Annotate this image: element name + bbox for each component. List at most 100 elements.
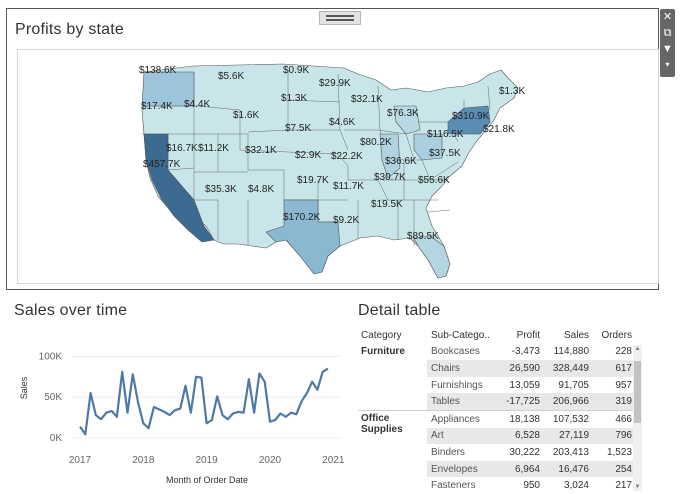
- table-row[interactable]: Furnishings 13,059 91,705 957: [358, 377, 635, 394]
- subcategory-cell[interactable]: Fasteners: [431, 480, 476, 492]
- table-row[interactable]: Furniture Bookcases -3,473 114,880 228: [358, 344, 635, 361]
- sales-cell[interactable]: 206,966: [543, 393, 592, 411]
- map-label-or: $17.4K: [141, 101, 173, 112]
- header-sales[interactable]: Sales: [563, 329, 589, 341]
- map-label-ny: $310.9K: [452, 111, 490, 122]
- subcategory-cell[interactable]: Bookcases: [431, 346, 480, 358]
- menu-icon[interactable]: ▾: [665, 60, 670, 69]
- orders-cell[interactable]: 254: [592, 460, 635, 478]
- sales-line-chart[interactable]: 100K 50K 0K 2017 2018 2019 2020 2021 Sales Mon…: [0, 300, 350, 490]
- x-tick-label: 2018: [132, 455, 155, 466]
- map-area[interactable]: [17, 49, 659, 284]
- orders-cell[interactable]: 1,523: [606, 446, 632, 458]
- map-label-wy: $1.6K: [233, 110, 260, 121]
- state-ny: [447, 105, 491, 135]
- sales-cell[interactable]: 3,024: [563, 480, 589, 492]
- state-il: [379, 133, 401, 179]
- orders-cell[interactable]: 217: [615, 480, 632, 492]
- category-cell[interactable]: Office Supplies: [358, 409, 427, 494]
- filter-icon[interactable]: ▼: [662, 43, 673, 55]
- panel-title: Profits by state: [15, 21, 125, 38]
- scroll-down-icon[interactable]: ▼: [634, 484, 641, 490]
- map-label-id: $4.4K: [184, 99, 211, 110]
- map-label-ca: $457.7K: [143, 159, 181, 170]
- map-label-nc: $55.6K: [418, 175, 450, 186]
- profit-cell[interactable]: 6,964: [494, 460, 543, 478]
- table-row[interactable]: Chairs 26,590 328,449 617: [358, 360, 635, 377]
- state-fl: [413, 235, 451, 279]
- profit-cell[interactable]: 13,059: [509, 379, 540, 391]
- table-row[interactable]: Binders 30,222 203,413 1,523: [358, 444, 635, 461]
- sales-cell[interactable]: 91,705: [558, 379, 589, 391]
- table-row[interactable]: Office Supplies Appliances 18,138 107,532 46…: [358, 409, 635, 494]
- drag-handle[interactable]: [319, 11, 361, 25]
- table-row[interactable]: Tables -17,725 206,966 319: [358, 393, 635, 411]
- subcategory-cell[interactable]: Furnishings: [431, 379, 483, 391]
- subcategory-cell[interactable]: Envelopes: [427, 460, 494, 478]
- map-label-in: $36.6K: [385, 156, 417, 167]
- sales-cell[interactable]: 203,413: [552, 446, 589, 458]
- header-category[interactable]: Category: [361, 329, 402, 341]
- orders-cell[interactable]: 228: [615, 346, 632, 358]
- profit-cell[interactable]: -3,473: [511, 346, 540, 358]
- profit-cell[interactable]: 18,138: [494, 409, 543, 428]
- map-label-tn: $19.5K: [371, 199, 403, 210]
- close-icon[interactable]: ✕: [662, 11, 673, 23]
- subcategory-cell[interactable]: Art: [427, 427, 494, 445]
- x-tick-label: 2017: [69, 455, 92, 466]
- scroll-thumb[interactable]: [634, 361, 641, 423]
- map-label-ks: $2.9K: [295, 150, 322, 161]
- profit-cell[interactable]: 26,590: [494, 360, 543, 377]
- map-label-la: $9.2K: [333, 215, 360, 226]
- detail-table[interactable]: Category Sub-Catego.. Profit Sales Order…: [358, 327, 635, 494]
- category-cell[interactable]: Furniture: [361, 345, 405, 357]
- scroll-up-icon[interactable]: ▲: [634, 346, 641, 352]
- header-subcategory[interactable]: Sub-Catego..: [431, 329, 490, 341]
- map-label-az: $35.3K: [205, 184, 237, 195]
- state-wa: [141, 71, 195, 107]
- table-row[interactable]: Envelopes 6,964 16,476 254: [358, 460, 635, 478]
- us-map[interactable]: [18, 50, 658, 283]
- sales-cell[interactable]: 16,476: [543, 460, 592, 478]
- profit-cell[interactable]: 6,528: [494, 427, 543, 445]
- sales-cell[interactable]: 27,119: [543, 427, 592, 445]
- x-tick-label: 2020: [259, 455, 282, 466]
- profits-map-panel[interactable]: Profits by state: [6, 8, 659, 290]
- orders-cell[interactable]: 796: [592, 427, 635, 445]
- table-scrollbar[interactable]: ▲ ▼: [633, 345, 642, 491]
- map-label-oh: $116.5K: [427, 129, 464, 140]
- state-oh: [413, 133, 443, 161]
- orders-cell[interactable]: 466: [592, 409, 635, 428]
- map-label-ne: $7.5K: [285, 123, 312, 134]
- popout-icon[interactable]: ⧉: [663, 27, 672, 39]
- map-label-nd: $0.9K: [283, 65, 310, 76]
- map-label-il: $80.2K: [360, 137, 392, 148]
- sales-cell[interactable]: 107,532: [543, 409, 592, 428]
- map-label-mt: $5.6K: [218, 71, 245, 82]
- table-header-row: Category Sub-Catego.. Profit Sales Order…: [358, 327, 635, 344]
- header-profit[interactable]: Profit: [516, 329, 540, 341]
- subcategory-cell[interactable]: Binders: [431, 446, 465, 458]
- subcategory-cell[interactable]: Tables: [427, 393, 494, 411]
- map-label-nm: $4.8K: [248, 184, 275, 195]
- map-label-fl: $89.5K: [407, 231, 439, 242]
- sales-cell[interactable]: 328,449: [543, 360, 592, 377]
- profit-cell[interactable]: 950: [523, 480, 540, 492]
- orders-cell[interactable]: 957: [615, 379, 632, 391]
- map-label-nv: $16.7K: [166, 143, 198, 154]
- profit-cell[interactable]: -17,725: [494, 393, 543, 411]
- orders-cell[interactable]: 617: [592, 360, 635, 377]
- map-label-mi: $76.3K: [387, 108, 419, 119]
- table-row[interactable]: Art 6,528 27,119 796: [358, 427, 635, 445]
- map-label-sd: $1.3K: [281, 93, 308, 104]
- subcategory-cell[interactable]: Appliances: [427, 409, 494, 428]
- sales-series-line[interactable]: [79, 367, 329, 436]
- orders-cell[interactable]: 319: [592, 393, 635, 411]
- header-orders[interactable]: Orders: [601, 329, 632, 341]
- sales-cell[interactable]: 114,880: [553, 346, 589, 358]
- table-row[interactable]: Fasteners 950 3,024 217: [358, 477, 635, 494]
- state-ca: [143, 133, 215, 243]
- map-label-ia: $4.6K: [329, 117, 356, 128]
- profit-cell[interactable]: 30,222: [509, 446, 540, 458]
- subcategory-cell[interactable]: Chairs: [427, 360, 494, 377]
